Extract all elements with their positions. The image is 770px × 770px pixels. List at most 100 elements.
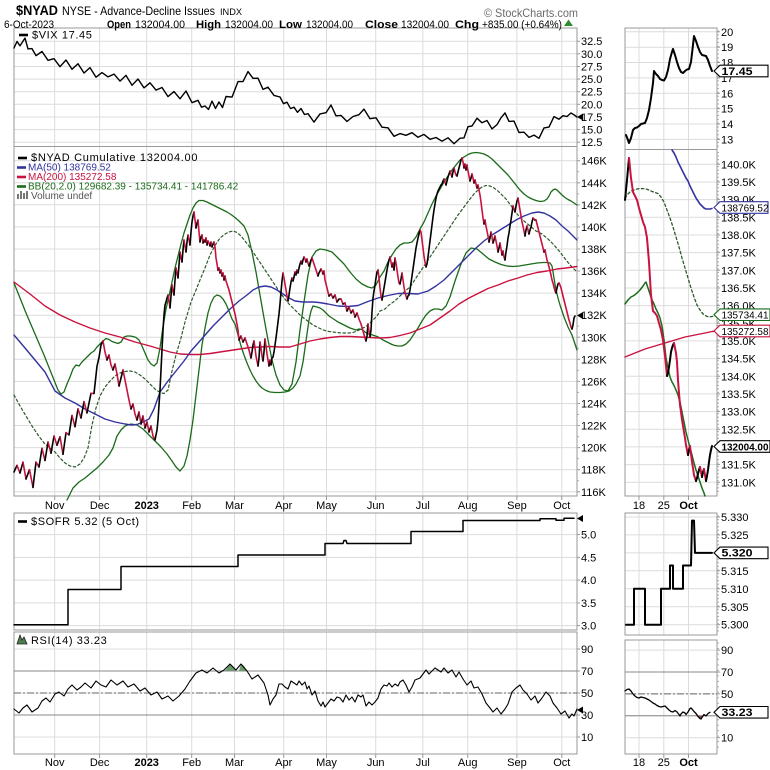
svg-text:Mar: Mar <box>225 757 244 769</box>
svg-text:132004.00: 132004.00 <box>722 441 769 453</box>
svg-text:50: 50 <box>581 688 593 700</box>
svg-text:Oct: Oct <box>553 757 570 769</box>
svg-text:$NYAD: $NYAD <box>16 2 58 18</box>
svg-text:15: 15 <box>721 104 733 116</box>
svg-text:Nov: Nov <box>45 757 65 769</box>
svg-text:RSI(14) 33.23: RSI(14) 33.23 <box>31 635 107 647</box>
svg-text:Apr: Apr <box>275 500 292 512</box>
svg-text:Dec: Dec <box>90 500 110 512</box>
svg-text:© StockCharts.com: © StockCharts.com <box>484 6 578 20</box>
svg-text:2023: 2023 <box>134 757 158 769</box>
svg-text:137.5K: 137.5K <box>721 248 757 260</box>
svg-text:146K: 146K <box>581 156 607 168</box>
svg-text:Oct: Oct <box>679 500 698 512</box>
svg-text:Dec: Dec <box>90 757 110 769</box>
svg-text:17.5: 17.5 <box>581 112 602 124</box>
svg-text:116K: 116K <box>581 487 607 499</box>
svg-text:Mar: Mar <box>225 500 244 512</box>
svg-text:25.0: 25.0 <box>581 74 602 86</box>
svg-text:5.300: 5.300 <box>721 620 749 632</box>
svg-text:Nov: Nov <box>45 500 65 512</box>
svg-text:138.5K: 138.5K <box>721 212 757 224</box>
svg-text:135734.41: 135734.41 <box>722 310 769 322</box>
svg-text:Aug: Aug <box>458 500 478 512</box>
svg-text:Jun: Jun <box>367 757 385 769</box>
svg-text:10: 10 <box>581 732 593 744</box>
svg-text:5.0: 5.0 <box>581 530 596 542</box>
svg-text:May: May <box>316 500 337 512</box>
svg-text:Jun: Jun <box>367 500 385 512</box>
svg-text:Apr: Apr <box>275 757 292 769</box>
svg-text:135.0K: 135.0K <box>721 336 757 348</box>
svg-text:4.0: 4.0 <box>581 575 596 587</box>
svg-text:Volume undef: Volume undef <box>31 191 92 202</box>
svg-text:140.0K: 140.0K <box>721 159 757 171</box>
svg-text:138K: 138K <box>581 244 607 256</box>
svg-text:Oct: Oct <box>679 757 698 769</box>
svg-text:140K: 140K <box>581 222 607 234</box>
svg-text:138.0K: 138.0K <box>721 230 757 242</box>
svg-text:$NYAD Cumulative 132004.00: $NYAD Cumulative 132004.00 <box>31 152 198 164</box>
svg-text:5.330: 5.330 <box>721 512 749 524</box>
svg-text:130K: 130K <box>581 332 607 344</box>
svg-text:27.5: 27.5 <box>581 61 602 73</box>
svg-text:5.315: 5.315 <box>721 566 749 578</box>
svg-text:120K: 120K <box>581 443 607 455</box>
svg-text:Feb: Feb <box>182 757 201 769</box>
svg-text:134.0K: 134.0K <box>721 371 757 383</box>
svg-text:MA(200) 135272.58: MA(200) 135272.58 <box>28 172 117 183</box>
svg-text:33.23: 33.23 <box>722 707 753 719</box>
svg-text:138769.52: 138769.52 <box>722 202 769 214</box>
svg-text:Jul: Jul <box>416 757 430 769</box>
svg-text:134K: 134K <box>581 288 607 300</box>
svg-text:MA(50) 138769.52: MA(50) 138769.52 <box>28 163 111 174</box>
svg-text:135272.58: 135272.58 <box>722 326 769 338</box>
svg-text:134.5K: 134.5K <box>721 354 757 366</box>
svg-text:122K: 122K <box>581 421 607 433</box>
svg-text:136.5K: 136.5K <box>721 283 757 295</box>
svg-text:144K: 144K <box>581 178 607 190</box>
svg-text:15.0: 15.0 <box>581 125 602 137</box>
svg-text:18: 18 <box>633 757 645 769</box>
svg-text:70: 70 <box>581 666 593 678</box>
svg-text:INDX: INDX <box>220 7 243 18</box>
svg-text:2023: 2023 <box>134 500 158 512</box>
svg-text:131.0K: 131.0K <box>721 477 757 489</box>
svg-text:3.5: 3.5 <box>581 598 596 610</box>
svg-text:3.0: 3.0 <box>581 621 596 633</box>
svg-text:137.0K: 137.0K <box>721 265 757 277</box>
svg-text:133.5K: 133.5K <box>721 389 757 401</box>
svg-text:90: 90 <box>581 644 593 656</box>
svg-text:20.0: 20.0 <box>581 99 602 111</box>
svg-text:19: 19 <box>721 42 733 54</box>
svg-text:14: 14 <box>721 119 733 131</box>
svg-text:5.305: 5.305 <box>721 602 749 614</box>
svg-text:4.5: 4.5 <box>581 552 596 564</box>
svg-text:May: May <box>316 757 337 769</box>
svg-text:10: 10 <box>721 733 733 745</box>
svg-text:142K: 142K <box>581 200 607 212</box>
svg-text:16: 16 <box>721 88 733 100</box>
svg-text:132K: 132K <box>581 310 607 322</box>
svg-text:132.5K: 132.5K <box>721 424 757 436</box>
svg-text:Sep: Sep <box>507 500 527 512</box>
svg-text:30: 30 <box>581 710 593 722</box>
svg-text:12.5: 12.5 <box>581 137 602 149</box>
svg-text:17.45: 17.45 <box>722 66 753 78</box>
svg-text:Feb: Feb <box>182 500 201 512</box>
svg-text:126K: 126K <box>581 376 607 388</box>
svg-text:BB(20,2.0) 129682.39 - 135734.: BB(20,2.0) 129682.39 - 135734.41 - 14178… <box>28 182 239 193</box>
svg-text:133.0K: 133.0K <box>721 407 757 419</box>
svg-text:90: 90 <box>721 645 733 657</box>
svg-text:$VIX 17.45: $VIX 17.45 <box>32 30 92 42</box>
svg-text:Oct: Oct <box>553 500 570 512</box>
svg-text:70: 70 <box>721 667 733 679</box>
svg-text:118K: 118K <box>581 465 607 477</box>
svg-text:124K: 124K <box>581 398 607 410</box>
svg-text:136K: 136K <box>581 266 607 278</box>
svg-text:5.310: 5.310 <box>721 584 749 596</box>
svg-text:13: 13 <box>721 134 733 146</box>
svg-text:NYSE - Advance-Decline Issues: NYSE - Advance-Decline Issues <box>62 4 215 18</box>
svg-text:18: 18 <box>633 500 645 512</box>
